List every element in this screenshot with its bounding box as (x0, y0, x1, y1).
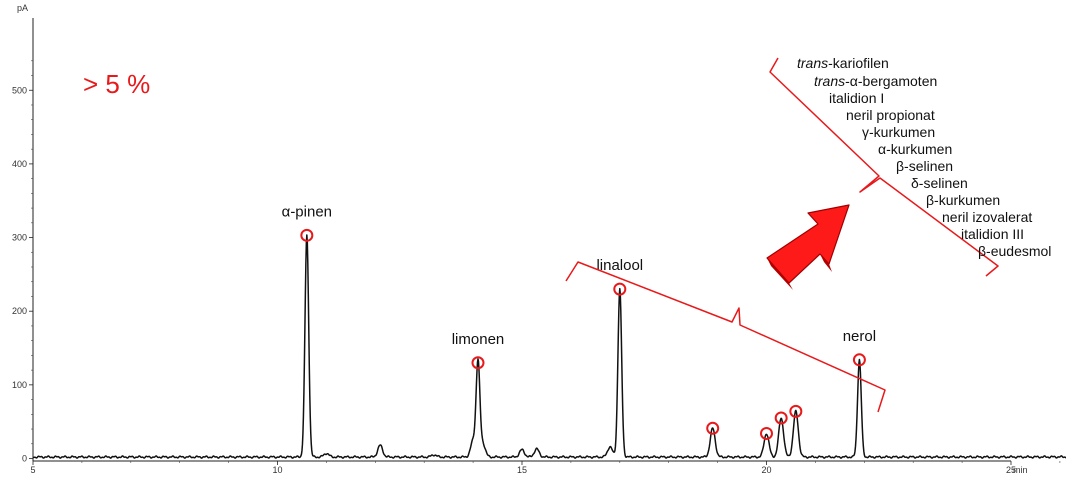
compound-prefix: trans (814, 73, 845, 89)
peak-marker (613, 282, 627, 296)
axes: 51015202530354045min0100200300400500pA (12, 3, 1061, 475)
peak-marker (789, 404, 803, 418)
arrow-shadow (767, 258, 793, 290)
compound-name: -α-bergamoten (845, 73, 937, 89)
compound-name: italidion I (829, 90, 884, 106)
peak-label: limonen (452, 331, 505, 348)
chromatogram-trace (32, 234, 1066, 459)
peak-marker (300, 228, 314, 242)
y-tick-label: 300 (12, 233, 27, 243)
threshold-annotation: > 5 % (83, 69, 150, 99)
compound-label: δ-selinen (911, 175, 968, 191)
peak-labels: α-pinenlimonenlinaloolnerolneril acetat (282, 203, 876, 348)
compound-name: α-kurkumen (878, 141, 952, 157)
compound-name: β-selinen (896, 158, 953, 174)
compound-name: italidion III (961, 226, 1024, 242)
peak-label: nerol (843, 328, 876, 345)
y-tick-label: 200 (12, 306, 27, 316)
trace-layer (32, 234, 1066, 459)
compound-label: trans-α-bergamoten (814, 73, 937, 89)
x-unit-label: min (1013, 465, 1028, 475)
y-tick-label: 0 (22, 454, 27, 464)
y-unit-label: pA (17, 3, 28, 13)
compound-name: neril izovalerat (942, 209, 1032, 225)
y-tick-label: 500 (12, 85, 27, 95)
x-tick-label: 10 (272, 465, 282, 475)
compound-label: trans-kariofilen (797, 55, 889, 71)
compound-name: neril propionat (846, 107, 935, 123)
y-tick-label: 100 (12, 380, 27, 390)
compound-label: italidion III (961, 226, 1024, 242)
compound-label: γ-kurkumen (862, 124, 935, 140)
y-tick-label: 400 (12, 159, 27, 169)
peak-group-brace (565, 261, 886, 413)
compound-name: -kariofilen (828, 55, 889, 71)
peak-markers (300, 228, 866, 440)
x-tick-label: 25 (1006, 465, 1016, 475)
x-tick-label: 5 (30, 465, 35, 475)
compound-label: β-eudesmol (978, 243, 1051, 259)
peak-marker (706, 421, 720, 435)
peak-marker (471, 356, 485, 370)
compound-label: italidion I (829, 90, 884, 106)
compound-label: neril izovalerat (942, 209, 1032, 225)
compound-name: β-kurkumen (926, 192, 1000, 208)
compound-label: neril propionat (846, 107, 935, 123)
peak-label: linalool (596, 257, 643, 274)
compound-name: δ-selinen (911, 175, 968, 191)
compound-label: β-selinen (896, 158, 953, 174)
x-tick-label: 15 (517, 465, 527, 475)
compound-overlay: trans-kariofilentrans-α-bergamotenitalid… (565, 55, 1051, 413)
compound-label: α-kurkumen (878, 141, 952, 157)
compound-name: β-eudesmol (978, 243, 1051, 259)
compound-prefix: trans (797, 55, 828, 71)
peak-marker (760, 426, 773, 440)
x-tick-label: 20 (761, 465, 771, 475)
arrow-shadow (820, 254, 832, 272)
arrow-icon (766, 204, 850, 284)
compound-name: γ-kurkumen (862, 124, 935, 140)
peak-label: α-pinen (282, 203, 332, 220)
peak-marker (852, 353, 866, 367)
compound-label: β-kurkumen (926, 192, 1000, 208)
compound-list-brace (769, 57, 999, 277)
peak-marker (774, 411, 788, 425)
